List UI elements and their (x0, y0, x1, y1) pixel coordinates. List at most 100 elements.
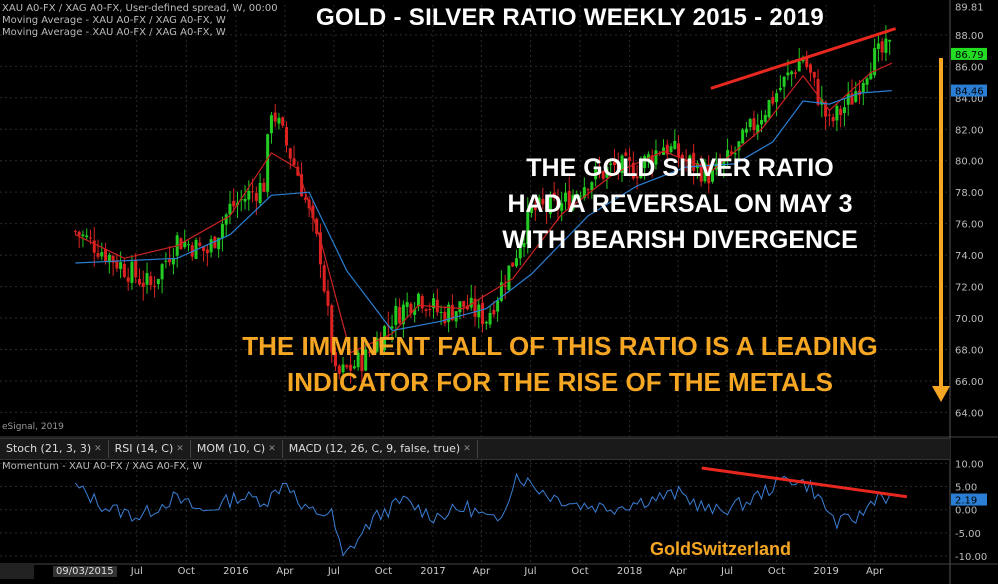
y-tick-label: 72.00 (955, 283, 984, 294)
candle-body (771, 97, 775, 104)
esignal-credit: eSignal, 2019 (2, 422, 64, 432)
price-axis: 89.81 88.00 86.00 84.00 82.00 80.00 78.00 76.00… (951, 2, 987, 563)
y-tick-label: 64.00 (955, 408, 984, 419)
candle-body (145, 273, 149, 285)
y-tick-label: 0.00 (955, 506, 977, 517)
candle-body (122, 263, 126, 277)
momentum-trendline (701, 466, 908, 499)
candle-body (390, 326, 394, 329)
momentum-value-tag: 2.19 (955, 496, 977, 507)
x-tick-label: 2018 (616, 566, 643, 577)
chart-title: GOLD - SILVER RATIO WEEKLY 2015 - 2019 (316, 4, 824, 31)
candle-body (665, 144, 669, 155)
candle-body (202, 246, 206, 251)
candle-body (92, 240, 96, 253)
candle-body (839, 109, 843, 115)
legend-ma-2: Moving Average - XAU A0-FX / XAG A0-FX, … (2, 27, 226, 38)
candle-body (507, 265, 511, 290)
candle-body (484, 321, 488, 324)
candle-body (643, 155, 647, 169)
candle-body (379, 338, 383, 348)
close-icon[interactable]: ✕ (176, 444, 184, 454)
candle-body (530, 205, 534, 213)
candlesticks (73, 25, 892, 386)
candle-body (450, 304, 454, 321)
candle-body (737, 141, 741, 151)
candle-body (251, 191, 255, 193)
candle-body (684, 160, 688, 162)
candle-body (85, 235, 89, 238)
candle-body (288, 148, 292, 159)
candle-body (767, 100, 771, 118)
annotation-reversal: THE GOLD SILVER RATIO HAD A REVERSAL ON … (502, 154, 858, 254)
candle-body (601, 170, 605, 179)
candle-body (579, 195, 583, 197)
candle-body (126, 277, 130, 282)
candle-body (141, 282, 145, 287)
candle-body (763, 114, 767, 122)
close-icon[interactable]: ✕ (463, 444, 471, 454)
candle-body (744, 128, 748, 133)
x-tick-label: Oct (571, 566, 589, 577)
candle-body (876, 43, 880, 49)
candle-body (639, 165, 643, 178)
last-price-tag: 86.79 (955, 50, 984, 61)
candle-body (300, 174, 304, 197)
candle-body (254, 192, 258, 201)
candle-body (326, 290, 330, 306)
candle-body (609, 163, 613, 165)
tab-stoch[interactable]: Stoch (21, 3, 3) ✕ (0, 440, 109, 458)
candle-body (104, 249, 108, 262)
y-tick-label: 70.00 (955, 314, 984, 325)
y-tick-label: 5.00 (955, 483, 977, 494)
x-tick-label: Jul (130, 566, 143, 577)
candle-body (296, 166, 300, 176)
candle-body (243, 198, 247, 202)
candle-body (405, 302, 409, 307)
close-icon[interactable]: ✕ (94, 444, 102, 454)
tab-rsi[interactable]: RSI (14, C) ✕ (109, 440, 191, 458)
candle-body (469, 297, 473, 308)
y-tick-label: 86.00 (955, 62, 984, 73)
close-icon[interactable]: ✕ (268, 444, 276, 454)
legend-spread: XAU A0-FX / XAG A0-FX, User-defined spre… (2, 3, 278, 14)
candle-body (454, 311, 458, 322)
tab-mom[interactable]: MOM (10, C) ✕ (191, 440, 283, 458)
y-tick-label: 84.00 (955, 94, 984, 105)
y-tick-label: 68.00 (955, 345, 984, 356)
candle-body (861, 82, 865, 93)
candle-body (567, 190, 571, 210)
candle-body (797, 61, 801, 72)
candle-body (447, 304, 451, 322)
candle-body (854, 91, 858, 102)
candle-body (711, 169, 714, 182)
brand-watermark: GoldSwitzerland (650, 539, 792, 559)
candle-body (820, 99, 824, 105)
ma-fast-line (75, 62, 893, 354)
candle-body (137, 278, 141, 285)
candle-body (631, 162, 635, 179)
candle-body (597, 169, 601, 171)
candle-body (775, 93, 779, 103)
candle-body (835, 106, 839, 121)
candle-body (266, 134, 270, 192)
candle-body (790, 71, 794, 75)
candle-body (462, 301, 466, 307)
y-tick-label: 89.81 (955, 2, 984, 13)
candle-body (827, 114, 831, 116)
candle-body (100, 252, 104, 257)
candle-body (888, 39, 892, 42)
candle-body (458, 301, 462, 313)
candle-body (824, 101, 828, 117)
candle-body (198, 242, 202, 246)
candle-body (548, 195, 552, 214)
ma-slow-line (75, 90, 892, 332)
candle-body (793, 72, 797, 74)
candle-body (228, 203, 232, 215)
candle-body (224, 214, 228, 225)
candle-body (748, 119, 752, 128)
x-tick-label: 2016 (223, 566, 249, 577)
candle-body (722, 159, 726, 167)
candle-body (511, 262, 515, 267)
tab-macd[interactable]: MACD (12, 26, C, 9, false, true) ✕ (283, 440, 478, 458)
